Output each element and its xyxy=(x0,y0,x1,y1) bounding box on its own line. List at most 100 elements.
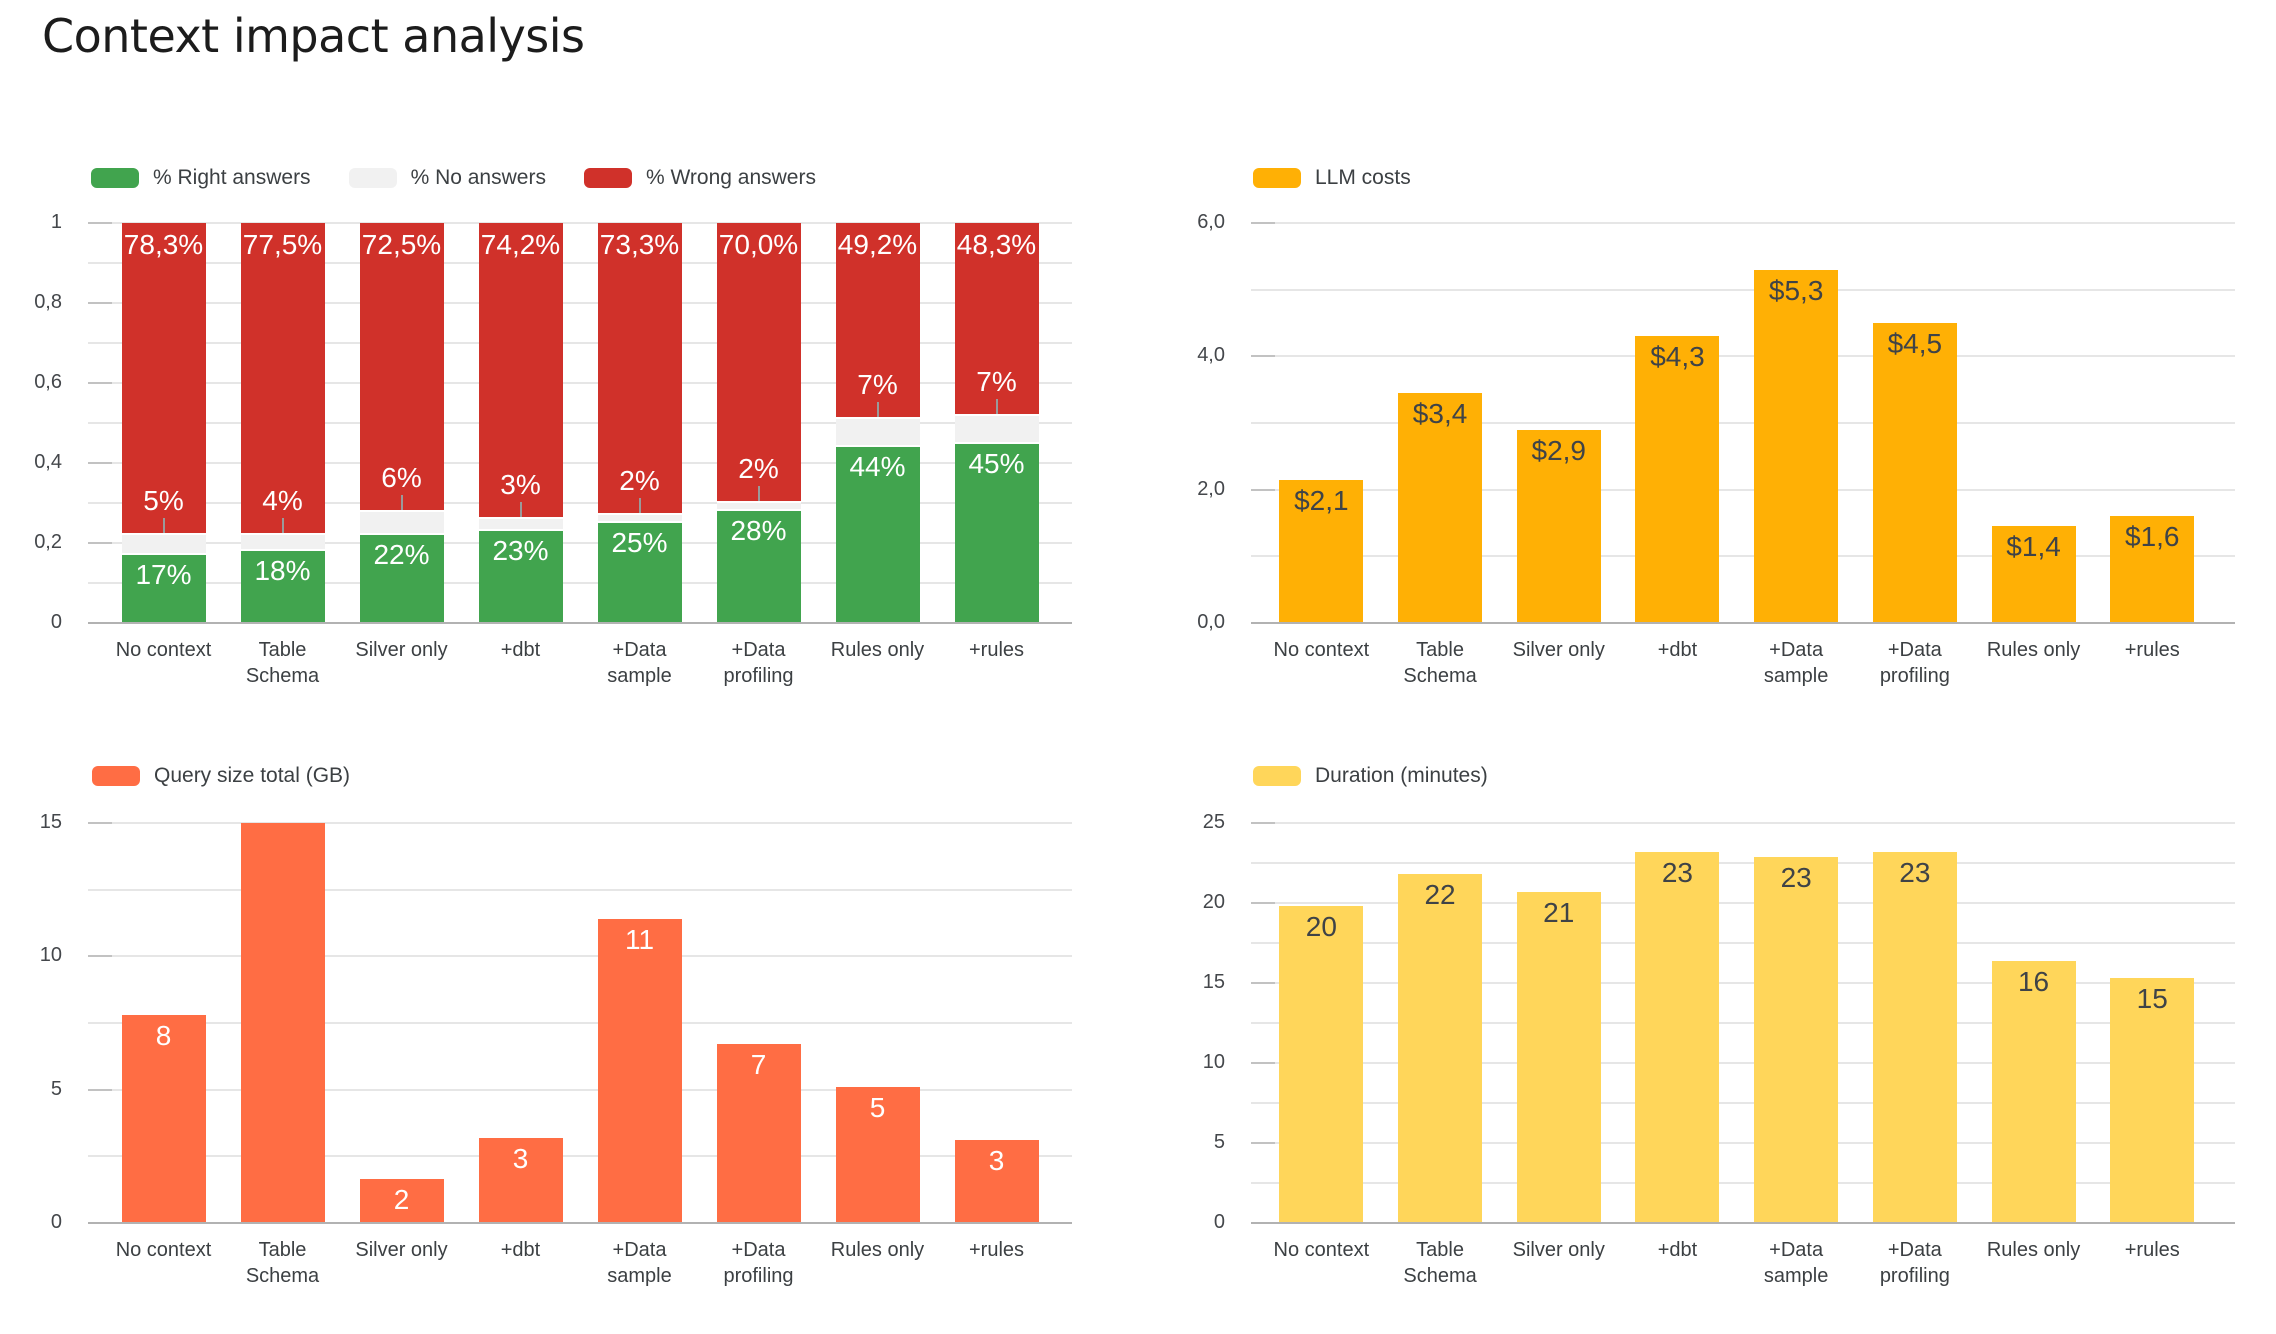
chart-legend: % Right answers % No answers % Wrong answe… xyxy=(91,166,816,190)
bar-segment-right-answers[interactable] xyxy=(597,523,682,623)
bar[interactable] xyxy=(121,1015,206,1223)
bar-segment-no-answers[interactable] xyxy=(716,503,801,511)
bar[interactable] xyxy=(1635,336,1720,623)
y-axis-label: 1 xyxy=(50,211,62,234)
bar[interactable] xyxy=(1991,526,2076,623)
bar[interactable] xyxy=(1279,479,1364,623)
gridline xyxy=(88,1155,1072,1158)
y-axis-tick xyxy=(88,462,112,464)
y-axis-tick xyxy=(1251,1062,1275,1064)
bar-value-label: 49,2% xyxy=(837,229,918,260)
bar-segment-right-answers[interactable] xyxy=(478,531,563,623)
bar[interactable] xyxy=(954,1140,1039,1223)
legend-label: % Right answers xyxy=(153,166,311,189)
bar-value-label: 16 xyxy=(2017,965,2050,997)
bar-segment-wrong-answers[interactable] xyxy=(835,223,920,420)
y-axis-label: 15 xyxy=(1202,971,1225,994)
y-axis-label: 2,0 xyxy=(1197,477,1225,500)
bar-value-label: $5,3 xyxy=(1768,274,1824,306)
bar-value-label: 17% xyxy=(135,559,192,591)
x-axis-label: +rules xyxy=(968,1239,1025,1261)
bar[interactable] xyxy=(1398,874,1483,1223)
bar[interactable] xyxy=(1754,856,1839,1223)
bar-value-label: 20 xyxy=(1305,911,1337,943)
bar[interactable] xyxy=(835,1087,920,1223)
x-axis-label: Silver only xyxy=(355,639,448,661)
y-axis-label: 0,2 xyxy=(34,531,62,554)
bar-segment-no-answers[interactable] xyxy=(478,519,563,532)
bar-segment-right-answers[interactable] xyxy=(835,447,920,623)
bar-segment-no-answers[interactable] xyxy=(359,511,444,536)
gridline xyxy=(88,262,1072,264)
x-axis-label: +Data sample xyxy=(607,639,672,688)
bar-segment-wrong-answers[interactable] xyxy=(954,223,1039,416)
bar[interactable] xyxy=(2110,978,2195,1223)
bar[interactable] xyxy=(1872,323,1957,623)
y-axis-label: 25 xyxy=(1202,811,1225,834)
bar-segment-no-answers[interactable] xyxy=(954,415,1039,444)
bar-value-label: 18% xyxy=(254,554,311,586)
bar-segment-wrong-answers[interactable] xyxy=(359,223,444,512)
bar-value-label: 15 xyxy=(2136,983,2168,1015)
bar-segment-right-answers[interactable] xyxy=(359,535,444,623)
legend-item-right-answers[interactable]: % Right answers xyxy=(91,166,311,190)
gridline xyxy=(1251,422,2235,424)
bar-segment-no-answers[interactable] xyxy=(240,534,325,551)
bar[interactable] xyxy=(2110,516,2195,623)
bar-segment-no-answers[interactable] xyxy=(121,535,206,556)
bar[interactable] xyxy=(359,1179,444,1223)
legend-item-no-answers[interactable]: % No answers xyxy=(348,166,546,190)
bar-value-label: 7% xyxy=(857,369,898,401)
legend-item-duration-minutes[interactable]: Duration (minutes) xyxy=(1253,764,1488,788)
bar-segment-wrong-answers[interactable] xyxy=(240,223,325,535)
bar[interactable] xyxy=(240,823,325,1223)
bar[interactable] xyxy=(716,1044,801,1223)
bar-value-label: 23 xyxy=(1661,856,1694,888)
bar-value-label: 7% xyxy=(976,365,1017,397)
x-axis-label: +Data sample xyxy=(1763,1239,1829,1288)
x-axis-label: Rules only xyxy=(830,1239,925,1261)
bar-value-label: $2,9 xyxy=(1531,434,1587,466)
bar[interactable] xyxy=(1398,393,1483,623)
legend-label: % Wrong answers xyxy=(645,166,816,189)
gridline xyxy=(1251,902,2235,904)
bar[interactable] xyxy=(478,1137,563,1223)
bar-value-label: 5 xyxy=(869,1092,886,1123)
bar-value-label: 73,3% xyxy=(599,229,680,260)
bar-segment-wrong-answers[interactable] xyxy=(716,223,801,503)
bar-value-label: 3 xyxy=(988,1145,1005,1177)
bar-segment-wrong-answers[interactable] xyxy=(478,223,563,520)
bar-segment-right-answers[interactable] xyxy=(240,550,325,623)
bar-segment-wrong-answers[interactable] xyxy=(597,223,682,516)
legend-item-wrong-answers[interactable]: % Wrong answers xyxy=(583,166,816,190)
x-axis-label: +Data profiling xyxy=(723,639,794,688)
bar[interactable] xyxy=(1516,891,1601,1223)
legend-color-chip xyxy=(91,168,139,188)
bar-segment-right-answers[interactable] xyxy=(954,443,1039,623)
y-axis-tick xyxy=(88,382,112,384)
bar[interactable] xyxy=(1754,269,1839,623)
gridline xyxy=(1251,942,2235,944)
bar[interactable] xyxy=(597,919,682,1223)
y-axis-label: 5 xyxy=(50,1077,62,1100)
x-axis-label: +dbt xyxy=(1657,1239,1698,1261)
bar[interactable] xyxy=(1635,851,1720,1223)
bar-segment-wrong-answers[interactable] xyxy=(121,223,206,536)
gridline xyxy=(88,955,1072,958)
legend-item-llm-costs[interactable]: LLM costs xyxy=(1253,166,1411,190)
legend-label: Duration (minutes) xyxy=(1315,764,1488,787)
bar[interactable] xyxy=(1279,906,1364,1223)
bar[interactable] xyxy=(1516,429,1601,623)
bar[interactable] xyxy=(1991,960,2076,1223)
legend-item-query-size-total-gb[interactable]: Query size total (GB) xyxy=(92,764,350,788)
label-connector-line xyxy=(162,518,165,534)
bar-segment-no-answers[interactable] xyxy=(597,515,682,524)
x-axis-label: Table Schema xyxy=(1403,1239,1477,1288)
bar-segment-no-answers[interactable] xyxy=(835,419,920,448)
bar[interactable] xyxy=(1872,851,1957,1223)
bar-segment-right-answers[interactable] xyxy=(716,511,801,623)
label-connector-line xyxy=(638,498,641,514)
bar-segment-right-answers[interactable] xyxy=(121,555,206,623)
bar-value-label: 11 xyxy=(624,924,655,955)
